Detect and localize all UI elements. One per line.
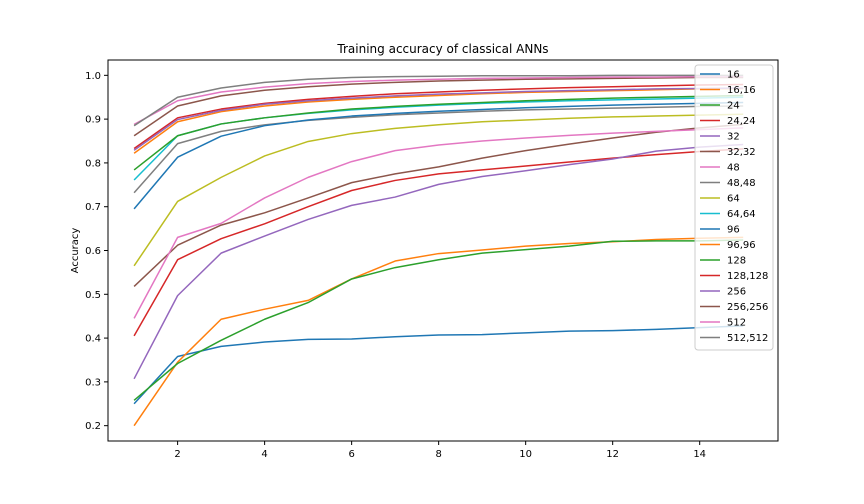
y-tick-label: 0.8: [85, 158, 101, 169]
legend-label: 16: [727, 70, 740, 81]
series-line-48-48: [133, 105, 744, 194]
y-axis-label: Accuracy: [70, 228, 81, 274]
series-line-24: [133, 239, 744, 401]
x-tick-label: 8: [435, 449, 441, 460]
series-line-96: [133, 101, 744, 210]
legend-label: 256: [727, 287, 746, 298]
y-tick-label: 0.6: [85, 246, 101, 257]
series-line-24-24: [133, 148, 744, 337]
legend-label: 512: [727, 318, 746, 329]
legend-label: 24,24: [727, 116, 756, 127]
series-line-64: [133, 113, 744, 267]
series-line-128-128: [133, 83, 744, 150]
series-line-48: [133, 127, 744, 319]
y-tick-label: 0.2: [85, 421, 101, 432]
chart-title: Training accuracy of classical ANNs: [336, 42, 548, 56]
x-axis: 2 4 6 8 10 12 14: [174, 441, 706, 460]
x-tick-label: 12: [606, 449, 619, 460]
series-line-256-256: [133, 76, 744, 137]
legend-label: 96: [727, 225, 740, 236]
y-tick-label: 0.9: [85, 115, 101, 126]
legend-label: 128: [727, 256, 746, 267]
legend-label: 256,256: [727, 302, 768, 313]
legend-label: 64: [727, 194, 740, 205]
x-tick-label: 14: [693, 449, 706, 460]
y-tick-label: 1.0: [85, 71, 101, 82]
x-tick-label: 4: [261, 449, 267, 460]
series-line-512: [133, 75, 744, 126]
series-layer: [133, 74, 744, 427]
series-line-128: [133, 94, 744, 171]
y-tick-label: 0.3: [85, 377, 101, 388]
legend-label: 32: [727, 132, 740, 143]
legend-label: 64,64: [727, 209, 756, 220]
series-line-512-512: [133, 74, 744, 127]
y-tick-label: 0.4: [85, 334, 101, 345]
legend-label: 96,96: [727, 240, 756, 251]
legend-label: 48,48: [727, 178, 756, 189]
legend-label: 24: [727, 101, 740, 112]
x-tick-label: 6: [348, 449, 354, 460]
y-tick-label: 0.5: [85, 290, 101, 301]
y-axis: 0.2 0.3 0.4 0.5 0.6 0.7 0.8 0.9 1.0: [85, 71, 108, 432]
series-line-32: [133, 143, 744, 380]
legend-label: 48: [727, 163, 740, 174]
series-line-16: [133, 325, 744, 405]
x-tick-label: 2: [174, 449, 180, 460]
legend: 16 16,16 24 24,24 32 32,32 48 48,48 64 64,64 96 96,…: [694, 64, 774, 351]
legend-label: 128,128: [727, 271, 768, 282]
series-line-256: [133, 87, 744, 151]
series-line-96-96: [133, 87, 744, 154]
legend-label: 512,512: [727, 333, 768, 344]
series-line-32-32: [133, 123, 744, 287]
y-tick-label: 0.7: [85, 202, 101, 213]
x-tick-label: 10: [519, 449, 532, 460]
legend-label: 16,16: [727, 85, 756, 96]
legend-label: 32,32: [727, 147, 756, 158]
